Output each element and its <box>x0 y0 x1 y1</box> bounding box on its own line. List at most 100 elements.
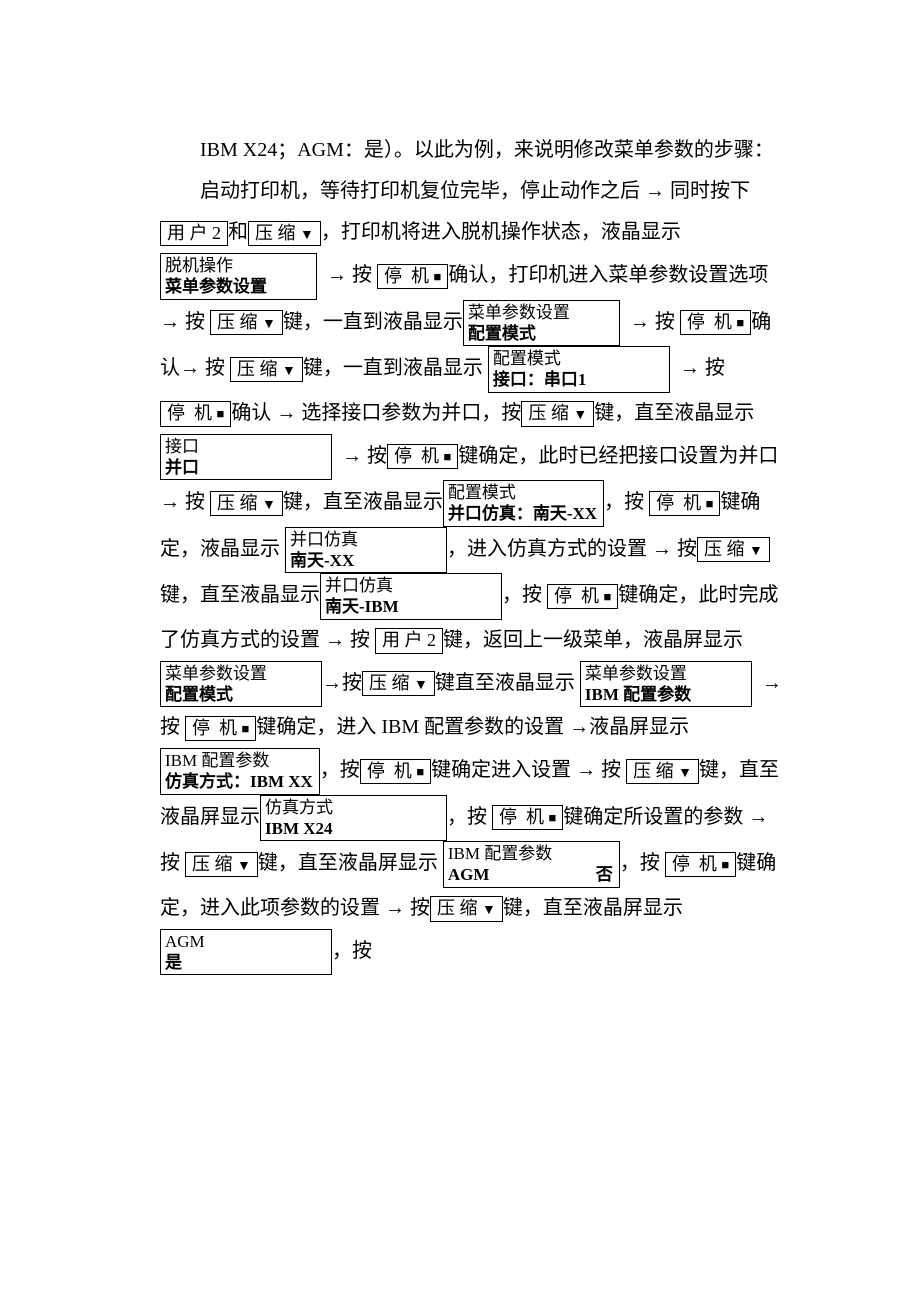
text: 按 <box>650 310 675 332</box>
arrow-icon: → <box>576 759 596 781</box>
lcd-line2-left: AGM <box>448 865 490 884</box>
label: 压 缩 ▼ <box>217 312 276 332</box>
label: 停 机 ■ <box>687 312 744 332</box>
lcd-line1: 配置模式 <box>493 349 561 368</box>
text: 键，直至液晶屏显示 <box>258 852 438 874</box>
text: 确认，打印机进入菜单参数设置选 <box>448 264 748 286</box>
lcd-line2: IBM 配置参数 <box>585 685 691 704</box>
lcd-menu-config: 菜单参数设置配置模式 <box>463 300 620 347</box>
lcd-line2: 配置模式 <box>165 685 233 704</box>
lcd-config-serial: 配置模式接口：串口1 <box>488 346 670 393</box>
text: ，进入仿真方式的设置 <box>447 537 652 559</box>
text: ，按 <box>320 759 360 781</box>
text: 液晶屏显示 <box>589 716 689 738</box>
text: 按 <box>362 444 387 466</box>
label: 停 机 ■ <box>167 403 224 423</box>
text: 置 <box>551 759 576 781</box>
label: 用 户 2 <box>382 630 436 650</box>
text: IBM X24；AGM：是）。以此为例，来说明修改菜单参数的步骤： <box>200 139 774 161</box>
text: 选择接口参数为并口， <box>296 402 501 424</box>
label: 压 缩 ▼ <box>217 493 276 513</box>
lcd-line2: 接口：串口1 <box>493 370 587 389</box>
text: 键，直至液晶屏显示 <box>503 897 683 919</box>
compress-button: 压 缩 ▼ <box>248 221 321 246</box>
lcd-menu-ibm: 菜单参数设置 IBM 配置参数 <box>580 661 752 708</box>
text: 按 <box>180 491 210 513</box>
text: 按 <box>160 852 185 874</box>
text: 确认 <box>231 402 276 424</box>
text: 键确定所设置的参数 <box>563 805 748 827</box>
lcd-line1: 并口仿真 <box>325 576 393 595</box>
stop-button: 停 机 ■ <box>665 852 736 877</box>
arrow-icon: → <box>327 264 347 286</box>
lcd-menu-config2: 菜单参数设置配置模式 <box>160 661 322 708</box>
label: 停 机 ■ <box>384 266 441 286</box>
arrow-icon: → <box>630 310 650 332</box>
lcd-line2: 南天-IBM <box>325 597 399 616</box>
lcd-line2: 是 <box>165 953 182 972</box>
text: 按 <box>180 310 210 332</box>
compress-button: 压 缩 ▼ <box>362 671 435 696</box>
arrow-icon: → <box>645 180 665 202</box>
text: 启动打印机，等待打印机复位完毕，停止动作之后 <box>200 180 645 202</box>
text: 按 <box>410 897 430 919</box>
text: 键确定，此时已经把接口设置为并口 <box>458 444 778 466</box>
text: 项 <box>748 264 768 286</box>
compress-button: 压 缩 ▼ <box>230 357 303 382</box>
document-page: IBM X24；AGM：是）。以此为例，来说明修改菜单参数的步骤： 启动打印机，… <box>0 0 920 1302</box>
lcd-line1: 菜单参数设置 <box>585 664 687 683</box>
text: ，打印机将进入脱机操作状态，液晶显示 <box>321 221 681 243</box>
compress-button: 压 缩 ▼ <box>210 491 283 516</box>
stop-button: 停 机 ■ <box>360 759 431 784</box>
arrow-icon: → <box>569 716 589 738</box>
arrow-icon: → <box>652 537 672 559</box>
arrow-icon: → <box>276 402 296 424</box>
lcd-line1: 菜单参数设置 <box>468 303 570 322</box>
compress-button: 压 缩 ▼ <box>521 401 594 426</box>
lcd-line2: 菜单参数设置 <box>165 277 267 296</box>
text: 同时按下 <box>665 180 750 202</box>
text: 按 <box>700 357 725 379</box>
label: 停 机 ■ <box>394 446 451 466</box>
text: 设置 <box>524 716 569 738</box>
arrow-icon: → <box>762 671 782 693</box>
text: 按 <box>200 357 230 379</box>
lcd-line1: 并口仿真 <box>290 530 358 549</box>
text: 按 <box>345 629 375 651</box>
label: 压 缩 ▼ <box>255 223 314 243</box>
lcd-line1: 脱机操作 <box>165 256 233 275</box>
lcd-line2: 仿真方式：IBM XX <box>165 772 313 791</box>
stop-button: 停 机 ■ <box>492 805 563 830</box>
arrow-icon: → <box>160 491 180 513</box>
label: 停 机 ■ <box>656 493 713 513</box>
label: 停 机 ■ <box>554 586 611 606</box>
text: 键直至液晶显示 <box>435 671 575 693</box>
text: 键，返回上一级菜单，液晶屏显示 <box>443 629 743 651</box>
text: 按 <box>501 402 521 424</box>
label: 压 缩 ▼ <box>237 359 296 379</box>
lcd-ibm-sim-xx: IBM 配置参数仿真方式：IBM XX <box>160 748 320 795</box>
text: 按 <box>672 537 697 559</box>
lcd-line1: 配置模式 <box>448 483 516 502</box>
label: 压 缩 ▼ <box>369 673 428 693</box>
paragraph-2: 启动打印机，等待打印机复位完毕，停止动作之后 → 同时按下 用 户 2和压 缩 … <box>160 171 790 975</box>
lcd-line2: 并口 <box>165 458 199 477</box>
lcd-line1: 仿真方式 <box>265 798 333 817</box>
stop-button: 停 机 ■ <box>649 491 720 516</box>
text: 按 <box>347 264 377 286</box>
label: 停 机 ■ <box>192 718 249 738</box>
text: ，按 <box>620 852 665 874</box>
text: 按 <box>596 759 626 781</box>
arrow-icon: → <box>342 444 362 466</box>
label: 压 缩 ▼ <box>704 539 763 559</box>
compress-button: 压 缩 ▼ <box>430 896 503 921</box>
stop-button: 停 机 ■ <box>680 310 751 335</box>
text: 按 <box>160 716 185 738</box>
stop-button: 停 机 ■ <box>547 584 618 609</box>
lcd-line1: IBM 配置参数 <box>448 844 552 863</box>
label: 压 缩 ▼ <box>437 898 496 918</box>
compress-button: 压 缩 ▼ <box>697 537 770 562</box>
paragraph-1: IBM X24；AGM：是）。以此为例，来说明修改菜单参数的步骤： <box>160 130 790 171</box>
label: 停 机 ■ <box>367 761 424 781</box>
text: 显示 <box>403 491 443 513</box>
